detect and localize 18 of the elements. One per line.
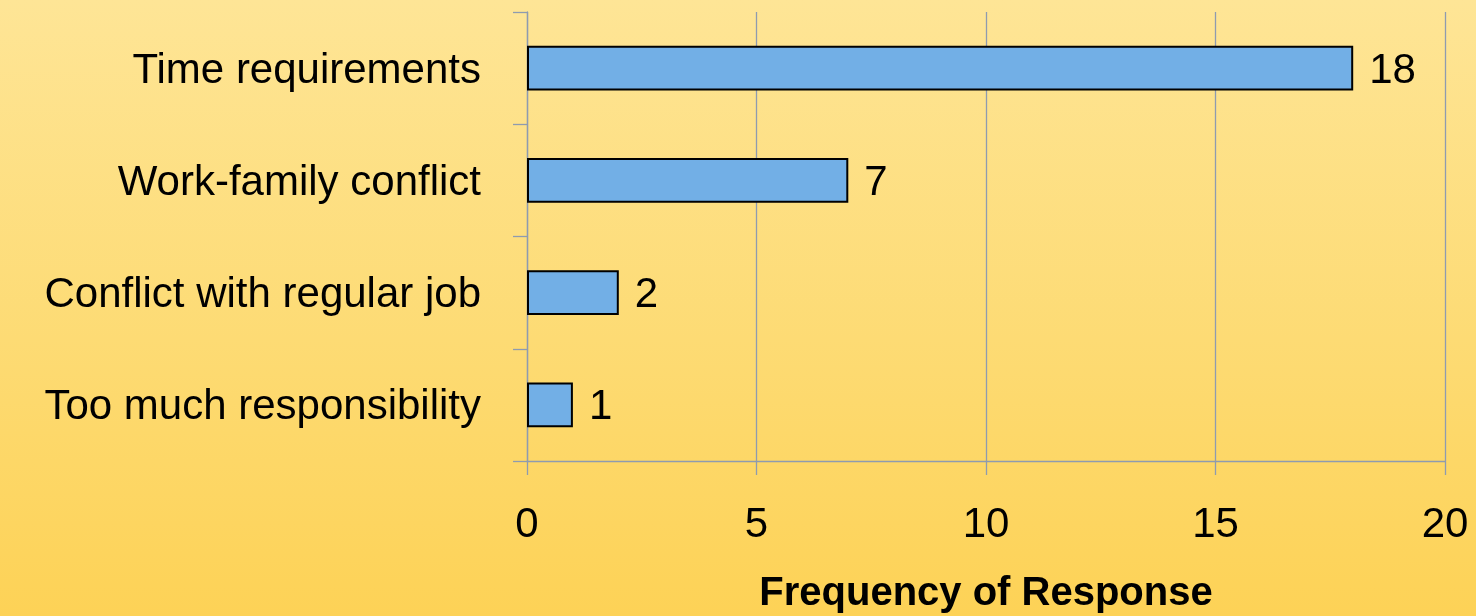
y-tick-label: Work-family conflict	[117, 156, 482, 204]
x-tick-label: 10	[962, 498, 1010, 546]
y-tick-label: Conflict with regular job	[44, 269, 481, 317]
x-tick-label: 15	[1192, 498, 1239, 546]
data-label: 18	[1369, 44, 1416, 92]
bar	[527, 45, 1354, 91]
y-tick-label: Too much responsibility	[44, 381, 481, 429]
bar	[527, 382, 573, 428]
bar	[527, 157, 849, 203]
x-axis-title: Frequency of Response	[759, 569, 1213, 613]
x-tick-label: 20	[1421, 498, 1469, 546]
data-label: 1	[588, 381, 613, 429]
x-tick-label: 0	[515, 498, 539, 546]
x-tick-label: 5	[744, 498, 769, 546]
y-tick-label: Time requirements	[132, 44, 481, 92]
data-label: 2	[634, 269, 659, 317]
bar	[527, 270, 619, 316]
data-label: 7	[864, 156, 888, 204]
